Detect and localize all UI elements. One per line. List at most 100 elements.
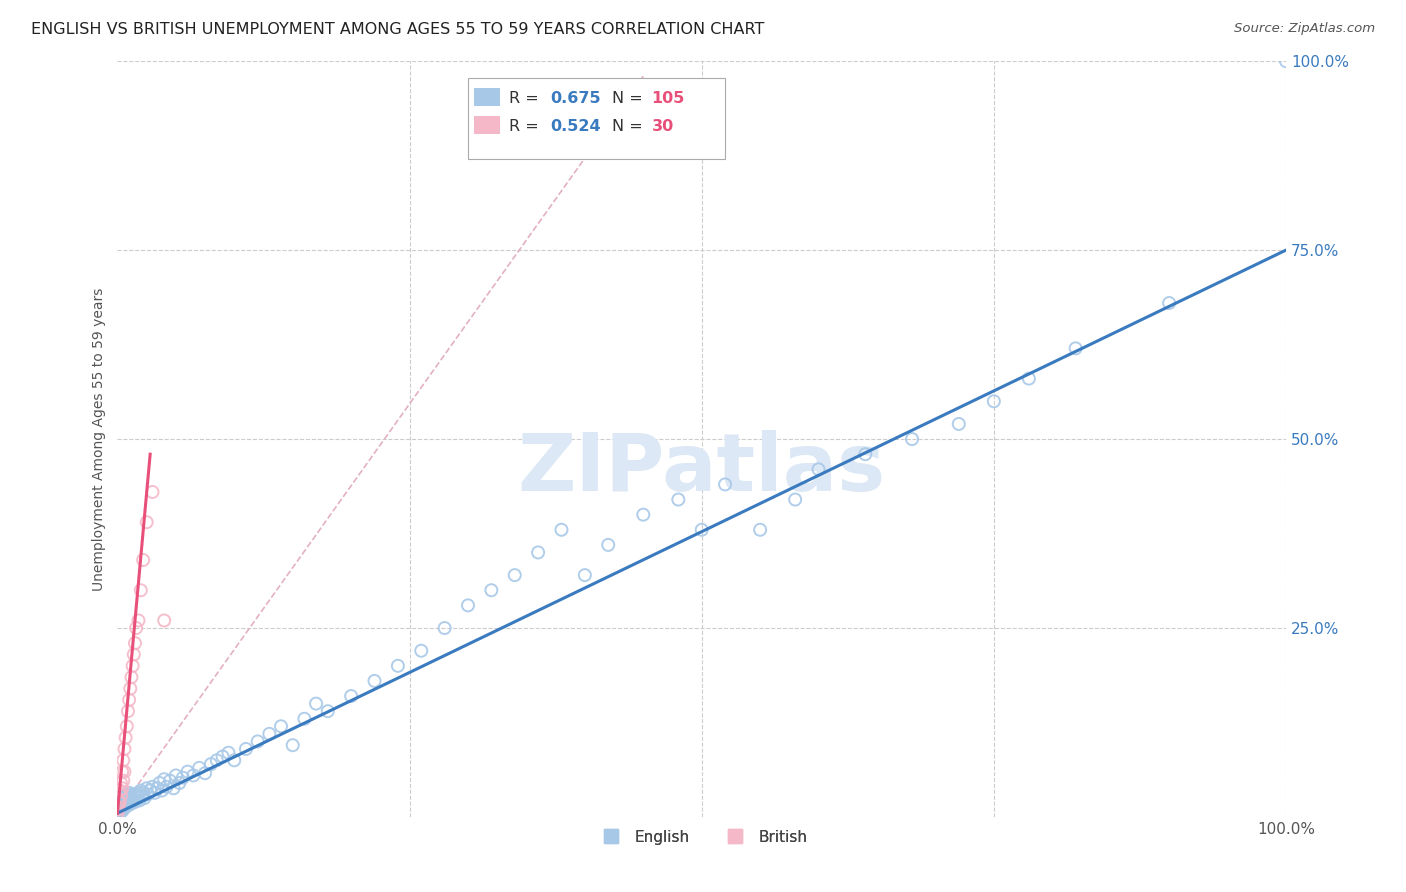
Point [110, 789, 132, 803]
Point [118, 792, 141, 806]
Point [146, 781, 169, 796]
Point [714, 477, 737, 491]
Point [124, 795, 146, 809]
Point [217, 746, 239, 760]
Point [1064, 342, 1087, 356]
Point [294, 712, 316, 726]
Point [690, 523, 713, 537]
Point [433, 621, 456, 635]
Point [169, 776, 191, 790]
Text: 0.675: 0.675 [550, 92, 600, 106]
Point [112, 753, 135, 767]
Point [107, 795, 129, 809]
Point [107, 801, 129, 815]
Text: ENGLISH VS BRITISH UNEMPLOYMENT AMONG AGES 55 TO 59 YEARS CORRELATION CHART: ENGLISH VS BRITISH UNEMPLOYMENT AMONG AG… [31, 22, 765, 37]
Point [114, 791, 136, 805]
Point [112, 802, 135, 816]
Point [135, 781, 157, 796]
Point [150, 783, 173, 797]
Point [114, 731, 136, 745]
Point [110, 805, 132, 819]
Text: R =: R = [509, 120, 544, 135]
Point [387, 658, 409, 673]
Point [107, 804, 129, 818]
Point [270, 719, 292, 733]
Point [162, 781, 184, 796]
Point [132, 786, 155, 800]
Point [117, 791, 139, 805]
Point [121, 791, 143, 805]
FancyBboxPatch shape [474, 116, 499, 135]
Point [118, 786, 141, 800]
Point [155, 780, 177, 794]
Point [117, 704, 139, 718]
Point [479, 583, 502, 598]
FancyBboxPatch shape [474, 88, 499, 106]
Point [121, 789, 143, 803]
Point [110, 801, 132, 815]
Point [153, 614, 176, 628]
Point [108, 795, 131, 809]
Point [127, 791, 149, 805]
Text: N =: N = [612, 92, 648, 106]
Point [108, 798, 131, 813]
Point [316, 704, 339, 718]
Point [141, 485, 163, 500]
Point [305, 697, 328, 711]
Point [983, 394, 1005, 409]
Point [111, 804, 134, 818]
Point [1018, 371, 1040, 385]
Point [153, 772, 176, 787]
Point [118, 693, 141, 707]
Point [1159, 296, 1181, 310]
Point [132, 553, 155, 567]
Point [112, 797, 135, 812]
Point [107, 802, 129, 816]
Point [124, 636, 146, 650]
Point [111, 764, 134, 779]
Point [666, 492, 689, 507]
Point [136, 787, 159, 801]
Point [574, 568, 596, 582]
Point [122, 793, 145, 807]
Point [129, 783, 152, 797]
Point [259, 727, 281, 741]
Point [211, 749, 233, 764]
Point [114, 801, 136, 815]
Legend: English, British: English, British [591, 823, 813, 851]
Point [127, 614, 149, 628]
Text: ZIPatlas: ZIPatlas [517, 430, 886, 508]
Point [188, 761, 211, 775]
Point [121, 658, 143, 673]
Point [107, 802, 129, 816]
Text: 30: 30 [651, 120, 673, 135]
Point [108, 783, 131, 797]
Point [114, 742, 136, 756]
Point [121, 797, 143, 811]
Point [112, 773, 135, 788]
Text: R =: R = [509, 92, 544, 106]
Point [114, 797, 136, 811]
Text: 105: 105 [651, 92, 685, 106]
Point [176, 764, 198, 779]
Point [120, 787, 142, 801]
Point [598, 538, 620, 552]
Point [235, 742, 257, 756]
Point [224, 753, 246, 767]
Point [200, 757, 222, 772]
Point [115, 719, 138, 733]
Point [749, 523, 772, 537]
Point [135, 515, 157, 529]
Point [118, 797, 141, 812]
Point [108, 806, 131, 821]
Point [159, 773, 181, 788]
Point [121, 670, 143, 684]
Point [129, 583, 152, 598]
Point [114, 795, 136, 809]
Point [457, 599, 479, 613]
Point [281, 738, 304, 752]
Point [172, 771, 194, 785]
Text: Source: ZipAtlas.com: Source: ZipAtlas.com [1234, 22, 1375, 36]
Point [633, 508, 655, 522]
Point [527, 545, 550, 559]
